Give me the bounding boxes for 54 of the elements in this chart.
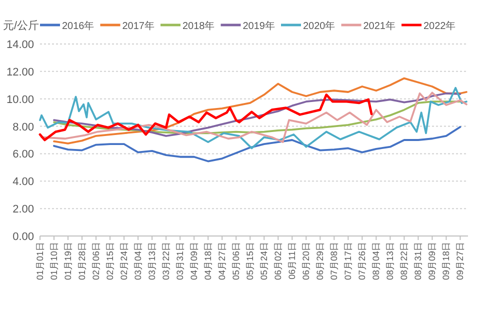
x-tick-label: 09月27日: [455, 242, 466, 280]
x-tick-label: 08月13日: [385, 242, 396, 280]
x-tick-label: 09月18日: [441, 242, 452, 280]
y-tick-label: 12.00: [6, 66, 34, 78]
y-axis-title: 元/公斤: [3, 19, 40, 32]
x-tick-label: 06月29日: [315, 242, 326, 280]
y-tick-label: 6.00: [12, 148, 34, 161]
legend-label: 2017年: [122, 20, 154, 32]
y-tick-label: 10.00: [6, 94, 34, 106]
x-tick-label: 08月04日: [371, 242, 382, 280]
line-series: [53, 100, 462, 134]
x-tick-label: 07月26日: [357, 242, 368, 280]
legend-label: 2020年: [303, 20, 336, 32]
x-tick-label: 01月10日: [49, 242, 60, 280]
x-tick-label: 04月18日: [203, 242, 214, 280]
legend-label: 2022年: [424, 20, 456, 32]
x-tick-label: 03月04日: [133, 242, 144, 280]
legend-label: 2018年: [182, 20, 215, 32]
x-tick-label: 07月17日: [343, 242, 354, 280]
x-tick-label: 08月22日: [399, 242, 410, 280]
x-tick-label: 01月19日: [63, 242, 74, 280]
y-tick-label: 2.00: [12, 204, 34, 216]
x-tick-label: 05月06日: [231, 242, 242, 280]
legend-label: 2016年: [62, 20, 94, 32]
x-tick-label: 05月15日: [245, 242, 256, 280]
y-tick-label: 14.00: [6, 39, 34, 51]
line-series: [38, 94, 373, 142]
y-tick-label: 8.00: [12, 121, 34, 134]
line-series: [53, 92, 462, 137]
x-tick-label: 06月11日: [287, 242, 298, 280]
x-tick-label: 03月31日: [175, 242, 186, 280]
x-tick-label: 02月06日: [91, 242, 102, 280]
x-tick-label: 03月13日: [147, 242, 158, 280]
x-tick-label: 06月02日: [273, 242, 284, 280]
x-tick-label: 04月27日: [217, 242, 228, 280]
line-series: [53, 126, 462, 162]
line-series: [53, 77, 468, 144]
x-tick-label: 04月09日: [189, 242, 200, 280]
x-tick-label: 09月09日: [427, 242, 438, 280]
y-tick-label: 0.00: [12, 231, 34, 243]
x-tick-label: 03月22日: [161, 242, 172, 280]
x-tick-label: 05月24日: [259, 242, 270, 280]
line-series: [40, 92, 468, 144]
x-tick-label: 01月01日: [35, 242, 45, 280]
legend-label: 2021年: [363, 20, 396, 32]
x-tick-label: 06月20日: [301, 242, 312, 280]
legend-label: 2019年: [242, 20, 275, 32]
x-tick-label: 02月24日: [119, 242, 130, 280]
y-tick-label: 4.00: [12, 176, 34, 188]
line-series: [39, 86, 468, 150]
x-tick-label: 07月08日: [329, 242, 340, 280]
x-tick-label: 01月28日: [77, 242, 88, 280]
x-tick-label: 08月31日: [413, 242, 424, 280]
x-tick-label: 02月15日: [105, 242, 116, 280]
